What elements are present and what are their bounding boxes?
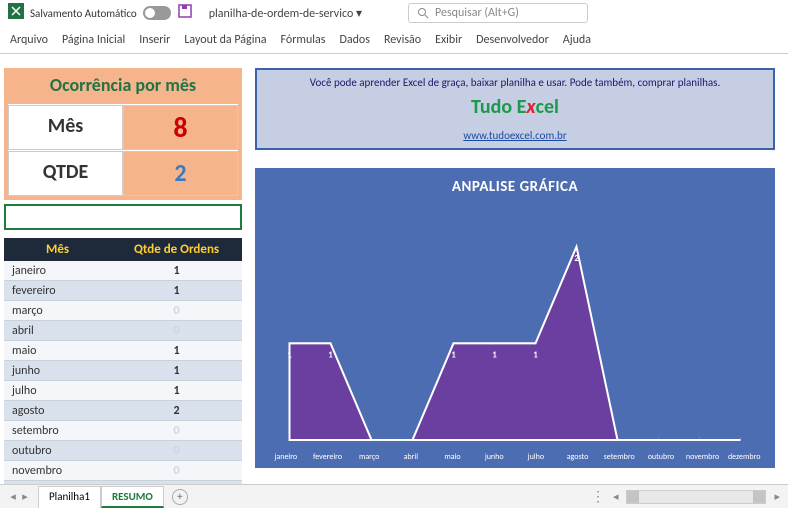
table-row[interactable]: fevereiro1: [4, 281, 242, 301]
menu-arquivo[interactable]: Arquivo: [10, 33, 48, 47]
menu-dados[interactable]: Dados: [339, 33, 369, 47]
autosave-label: Salvamento Automático: [30, 7, 137, 20]
banner-link[interactable]: www.tudoexcel.com.br: [263, 129, 767, 142]
selected-cell[interactable]: [4, 204, 242, 230]
tab-handle[interactable]: ⋮: [591, 493, 605, 501]
chart-title: ANPALISE GRÁFICA: [255, 168, 775, 200]
table-row[interactable]: outubro0: [4, 441, 242, 461]
autosave-toggle[interactable]: [143, 6, 171, 20]
menu-inserir[interactable]: Inserir: [139, 33, 170, 47]
banner-text: Você pode aprender Excel de graça, baixa…: [263, 76, 767, 89]
table-row[interactable]: maio1: [4, 341, 242, 361]
col-month: Mês: [4, 238, 111, 261]
titlebar: Salvamento Automático planilha-de-ordem-…: [0, 0, 788, 26]
table-row[interactable]: novembro0: [4, 461, 242, 481]
table-row[interactable]: janeiro1: [4, 261, 242, 281]
scroll-left-icon[interactable]: ◂: [613, 490, 619, 503]
menu-fórmulas[interactable]: Fórmulas: [281, 33, 326, 47]
table-row[interactable]: março0: [4, 301, 242, 321]
occ-label: Mês: [8, 105, 123, 150]
search-icon: [417, 7, 429, 19]
excel-icon: [8, 3, 24, 23]
banner: Você pode aprender Excel de graça, baixa…: [255, 68, 775, 150]
filename[interactable]: planilha-de-ordem-de-servico ▾: [209, 6, 362, 21]
occ-value: 8: [123, 105, 238, 150]
sheet-tab[interactable]: RESUMO: [101, 486, 164, 508]
sheet-tab[interactable]: Planilha1: [38, 486, 101, 508]
right-panel: Você pode aprender Excel de graça, baixa…: [255, 68, 775, 468]
save-icon[interactable]: [177, 3, 193, 23]
sheet-tabs: ◂▸ Planilha1RESUMO + ⋮ ◂ ▸: [0, 484, 788, 508]
menubar: Arquivo Página Inicial Inserir Layout da Pá…: [0, 26, 788, 54]
table-row[interactable]: agosto2: [4, 401, 242, 421]
scroll-right-icon[interactable]: ▸: [774, 490, 780, 503]
menu-exibir[interactable]: Exibir: [435, 33, 462, 47]
horizontal-scrollbar[interactable]: [626, 490, 766, 504]
banner-logo: Tudo Excel: [263, 95, 767, 119]
add-sheet-button[interactable]: +: [172, 489, 188, 505]
svg-text:1: 1: [492, 349, 497, 360]
chart-plot: 110011120000: [265, 208, 765, 442]
chart[interactable]: ANPALISE GRÁFICA 110011120000 janeirofev…: [255, 168, 775, 468]
search-placeholder: Pesquisar (Alt+G): [435, 6, 519, 20]
table-row[interactable]: julho1: [4, 381, 242, 401]
occurrences-title: Ocorrência por mês: [8, 68, 238, 104]
table-row[interactable]: setembro0: [4, 421, 242, 441]
table-header: Mês Qtde de Ordens: [4, 238, 242, 261]
svg-text:1: 1: [328, 349, 333, 360]
search-box[interactable]: Pesquisar (Alt+G): [408, 3, 588, 23]
table-row[interactable]: abril0: [4, 321, 242, 341]
tab-nav[interactable]: ◂▸: [8, 490, 30, 503]
svg-text:1: 1: [451, 349, 456, 360]
menu-ajuda[interactable]: Ajuda: [563, 33, 591, 47]
menu-página-inicial[interactable]: Página Inicial: [62, 33, 125, 47]
occ-value: 2: [123, 151, 238, 196]
svg-text:1: 1: [287, 349, 292, 360]
svg-text:2: 2: [574, 253, 579, 264]
worksheet: Ocorrência por mês Mês8QTDE2 Mês Qtde de…: [0, 54, 788, 508]
menu-revisão[interactable]: Revisão: [384, 33, 421, 47]
left-panel: Ocorrência por mês Mês8QTDE2 Mês Qtde de…: [4, 68, 242, 501]
chart-x-axis: janeirofevereiromarçoabrilmaiojunhojulho…: [265, 452, 765, 462]
table-row[interactable]: junho1: [4, 361, 242, 381]
menu-desenvolvedor[interactable]: Desenvolvedor: [476, 33, 549, 47]
occ-label: QTDE: [8, 151, 123, 196]
col-qty: Qtde de Ordens: [111, 238, 242, 261]
svg-text:1: 1: [533, 349, 538, 360]
menu-layout-da-página[interactable]: Layout da Página: [184, 33, 266, 47]
